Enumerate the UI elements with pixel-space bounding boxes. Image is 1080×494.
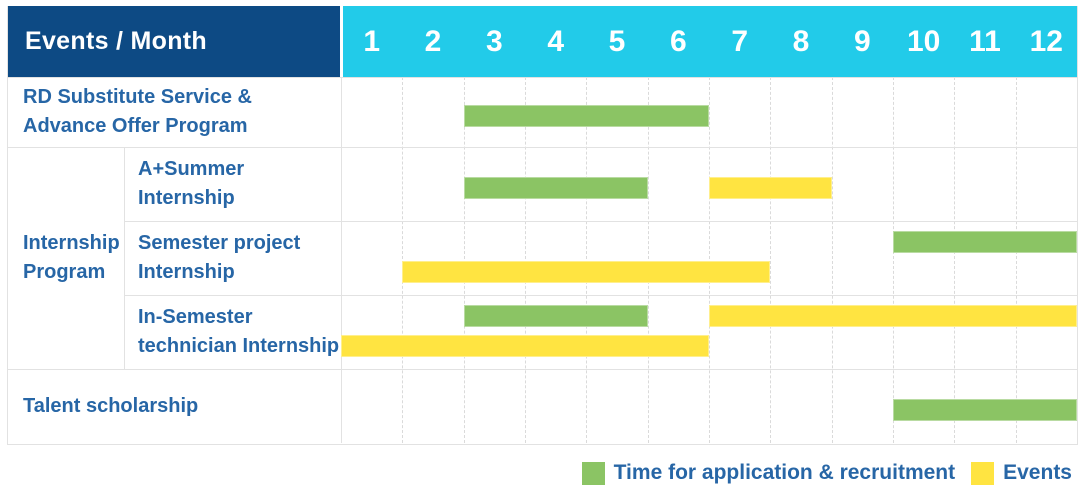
month-header-4: 4 (547, 24, 564, 58)
month-header-7: 7 (731, 24, 748, 58)
row-label-line: In-Semester (138, 306, 253, 328)
bar-recruitment-talent-scholarship (893, 399, 1077, 421)
month-header-strip (343, 6, 1077, 77)
legend-label-recruitment: Time for application & recruitment (613, 461, 956, 484)
month-gridline (525, 77, 526, 443)
bar-recruitment-a-plus-summer-internship (463, 177, 648, 199)
group-label-line: Internship (23, 232, 120, 254)
row-label-semester-project-internship: Semester project Internship (138, 221, 348, 295)
row-label-line: Semester project (138, 232, 301, 254)
bar-event-a-plus-summer-internship (709, 177, 832, 199)
row-divider (8, 77, 1077, 78)
month-header-6: 6 (669, 24, 687, 58)
month-header-5: 5 (608, 24, 626, 58)
bar-event-semester-project-internship (402, 261, 771, 283)
row-label-line: Internship (138, 261, 235, 283)
month-gridline (463, 77, 465, 443)
row-label-line: Internship (138, 187, 235, 209)
bar-recruitment-in-semester-technician-internship (463, 305, 648, 327)
row-label-line: technician Internship (138, 335, 340, 357)
month-gridline (647, 77, 649, 443)
row-label-rd-substitute-service-advance-offer-program: RD Substitute Service & Advance Offer Pro… (23, 77, 333, 147)
group-label-internship-program: Internship Program (23, 147, 121, 369)
row-divider (8, 369, 1077, 370)
row-label-a-plus-summer-internship: A+Summer Internship (138, 147, 348, 221)
row-divider (8, 147, 1077, 148)
legend-item-events: Events (971, 461, 1072, 485)
row-label-line: A+Summer (138, 158, 245, 180)
row-divider (124, 295, 1077, 296)
row-label-in-semester-technician-internship: In-Semester technician Internship (138, 295, 348, 369)
month-header-2: 2 (424, 24, 442, 58)
month-header-10: 10 (906, 24, 941, 58)
month-header-9: 9 (853, 24, 871, 58)
month-header-12: 12 (1029, 24, 1063, 58)
row-label-line: RD Substitute Service & (23, 86, 252, 108)
group-label-line: Program (23, 261, 106, 283)
month-gridline (402, 77, 404, 443)
month-gridline (831, 77, 833, 443)
row-divider (124, 221, 1077, 222)
legend: Time for application & recruitment Event… (581, 460, 1072, 486)
month-gridline (709, 77, 710, 443)
month-header-1: 1 (363, 24, 380, 58)
group-column-divider (124, 147, 125, 369)
bar-event-in-semester-technician-internship (709, 305, 1077, 327)
row-label-line: Advance Offer Program (23, 115, 248, 137)
row-label-line: Talent scholarship (23, 394, 199, 417)
recruitment-swatch-icon (581, 461, 605, 485)
month-header-11: 11 (969, 24, 1001, 58)
label-month-divider (341, 77, 342, 443)
month-gridline (1015, 77, 1017, 443)
month-header-3: 3 (485, 24, 503, 58)
row-label-talent-scholarship: Talent scholarship (23, 369, 333, 443)
month-gridline (954, 77, 956, 443)
legend-label-events: Events (1003, 461, 1072, 484)
month-gridline (586, 77, 588, 443)
gantt-table: Events / Month 1 2 3 4 5 6 7 8 9 10 11 12 RD Substitu… (7, 6, 1078, 445)
bar-recruitment-rd-substitute-service-advance-offer-program (463, 105, 709, 127)
legend-item-recruitment: Time for application & recruitment (581, 461, 956, 485)
month-gridline (893, 77, 894, 443)
bar-recruitment-semester-project-internship (893, 231, 1077, 253)
events-month-header-cell: Events / Month (8, 6, 340, 77)
month-header-8: 8 (792, 24, 810, 58)
month-gridline (770, 77, 772, 443)
events-swatch-icon (971, 461, 995, 485)
bar-event-in-semester-technician-internship (341, 335, 709, 357)
